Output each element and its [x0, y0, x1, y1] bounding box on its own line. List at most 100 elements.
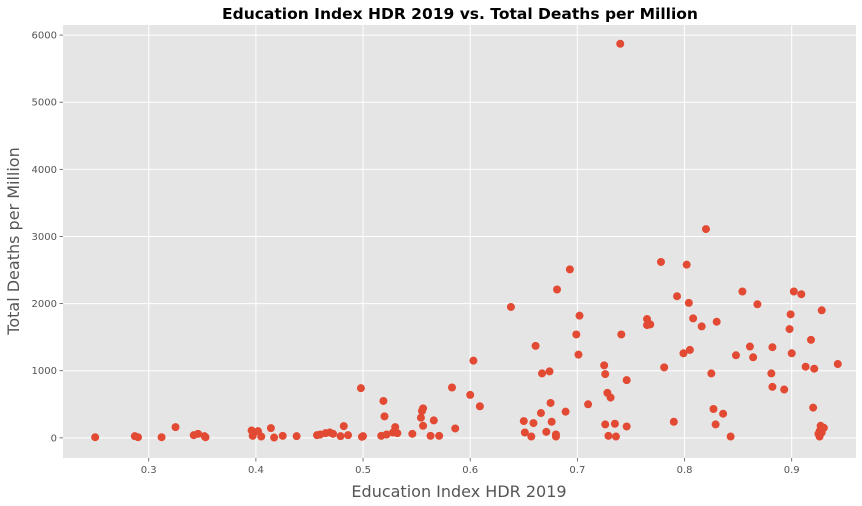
data-point — [753, 300, 762, 309]
data-point — [601, 370, 610, 379]
data-point — [429, 416, 438, 425]
data-point — [359, 432, 368, 441]
data-points — [91, 39, 842, 442]
data-point — [810, 364, 819, 373]
data-point — [336, 432, 345, 441]
data-point — [248, 431, 257, 440]
data-point — [833, 360, 842, 369]
data-point — [656, 257, 665, 266]
data-point — [701, 225, 710, 234]
data-point — [726, 432, 735, 441]
data-point — [292, 432, 301, 441]
data-point — [572, 330, 581, 339]
data-point — [419, 421, 428, 430]
data-point — [801, 362, 810, 371]
data-point — [546, 398, 555, 407]
data-point — [171, 423, 180, 432]
data-point — [466, 390, 475, 399]
data-point — [344, 431, 353, 440]
data-point — [669, 417, 678, 426]
x-tick-label: 0.6 — [462, 465, 478, 476]
plot-area — [63, 25, 856, 458]
data-point — [709, 404, 718, 413]
data-point — [435, 431, 444, 440]
data-point — [575, 311, 584, 320]
data-point — [682, 260, 691, 269]
data-point — [584, 400, 593, 409]
data-point — [547, 417, 556, 426]
data-point — [679, 349, 688, 358]
data-point — [806, 335, 815, 344]
data-point — [610, 419, 619, 428]
data-point — [419, 404, 428, 413]
data-point — [731, 351, 740, 360]
data-point — [531, 341, 540, 350]
data-point — [382, 430, 391, 439]
data-point — [622, 376, 631, 385]
data-point — [786, 310, 795, 319]
data-point — [527, 432, 536, 441]
x-tick-label: 0.8 — [677, 465, 693, 476]
data-point — [611, 432, 620, 441]
data-point — [536, 409, 545, 418]
data-point — [519, 417, 528, 426]
data-point — [601, 420, 610, 429]
data-point — [91, 433, 100, 442]
x-axis-ticks: 0.3 0.4 0.5 0.6 0.7 0.8 0.9 — [141, 458, 800, 476]
y-tick-label: 0 — [51, 433, 57, 444]
x-tick-label: 0.9 — [784, 465, 800, 476]
data-point — [426, 431, 435, 440]
y-tick-label: 4000 — [32, 165, 57, 176]
data-point — [506, 302, 515, 311]
data-point — [600, 361, 609, 370]
data-point — [257, 432, 266, 441]
data-point — [660, 363, 669, 372]
data-point — [278, 431, 287, 440]
data-point — [270, 433, 279, 442]
data-point — [194, 429, 203, 438]
data-point — [266, 424, 275, 433]
y-tick-label: 1000 — [32, 366, 57, 377]
y-tick-label: 6000 — [32, 31, 57, 42]
x-tick-label: 0.4 — [248, 465, 264, 476]
x-tick-label: 0.5 — [355, 465, 371, 476]
data-point — [606, 393, 615, 402]
data-point — [689, 314, 698, 323]
data-point — [538, 369, 547, 378]
data-point — [622, 422, 631, 431]
data-point — [393, 429, 402, 438]
data-point — [749, 353, 758, 362]
data-point — [356, 384, 365, 393]
data-point — [768, 343, 777, 352]
data-point — [719, 409, 728, 418]
data-point — [447, 383, 456, 392]
data-point — [707, 369, 716, 378]
data-point — [475, 402, 484, 411]
data-point — [684, 298, 693, 307]
data-point — [738, 287, 747, 296]
data-point — [617, 330, 626, 339]
data-point — [391, 423, 400, 432]
data-point — [469, 356, 478, 365]
data-point — [768, 382, 777, 391]
data-point — [379, 396, 388, 405]
data-point — [787, 349, 796, 358]
data-point — [646, 320, 655, 329]
data-point — [134, 433, 143, 442]
y-tick-label: 5000 — [32, 98, 57, 109]
data-point — [797, 290, 806, 299]
data-point — [553, 285, 562, 294]
data-point — [685, 345, 694, 354]
chart-title: Education Index HDR 2019 vs. Total Death… — [222, 5, 698, 23]
x-axis-label: Education Index HDR 2019 — [351, 482, 566, 501]
data-point — [711, 420, 720, 429]
data-point — [565, 265, 574, 274]
data-point — [201, 433, 210, 442]
data-point — [697, 322, 706, 331]
y-tick-label: 3000 — [32, 232, 57, 243]
data-point — [451, 424, 460, 433]
y-tick-label: 2000 — [32, 299, 57, 310]
data-point — [542, 427, 551, 436]
data-point — [329, 429, 338, 438]
